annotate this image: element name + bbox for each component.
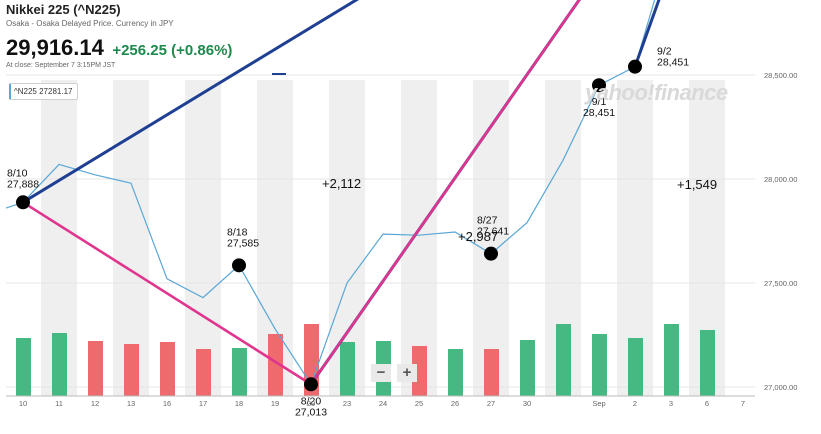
volume-bar bbox=[268, 334, 283, 396]
current-price: 29,916.14 bbox=[6, 35, 104, 60]
volume-bar bbox=[232, 348, 247, 396]
x-tick-label: 16 bbox=[163, 399, 171, 408]
x-tick-label: 17 bbox=[199, 399, 207, 408]
x-tick-label: 3 bbox=[669, 399, 673, 408]
annotation-date-label: 8/10 bbox=[7, 167, 28, 179]
x-tick-label: 27 bbox=[487, 399, 495, 408]
x-tick-label: 30 bbox=[523, 399, 531, 408]
volume-bar bbox=[700, 330, 715, 396]
volume-bar bbox=[664, 324, 679, 396]
annotation-point bbox=[16, 195, 30, 210]
pink-trend-line bbox=[309, 0, 581, 386]
zoom-out-button[interactable]: − bbox=[371, 364, 391, 382]
annotation-date-label: 9/1 bbox=[592, 96, 607, 108]
annotation-value-label: 27,585 bbox=[227, 237, 259, 249]
trend-change-label: +1,549 bbox=[677, 177, 717, 192]
y-tick-label: 27,000.00 bbox=[764, 383, 797, 392]
volume-bar bbox=[124, 344, 139, 396]
volume-bar bbox=[448, 349, 463, 396]
annotation-date-label: 8/18 bbox=[227, 226, 248, 238]
background-stripe bbox=[473, 80, 509, 396]
trend-change-label: +2,112 bbox=[322, 176, 361, 191]
quote-title: Nikkei 225 (^N225) bbox=[6, 2, 121, 17]
x-tick-label: Sep bbox=[592, 399, 605, 408]
blue-trend-line bbox=[22, 0, 360, 204]
volume-bar bbox=[52, 333, 67, 396]
volume-bar bbox=[520, 340, 535, 396]
volume-bar bbox=[412, 346, 427, 396]
background-stripe bbox=[401, 80, 437, 396]
annotation-date-label: 9/2 bbox=[657, 46, 672, 58]
annotation-value-label: 27,013 bbox=[295, 406, 327, 418]
price-change: +256.25 (+0.86%) bbox=[112, 42, 233, 59]
quote-header: Nikkei 225 (^N225) Osaka - Osaka Delayed… bbox=[6, 2, 506, 69]
blue-trend-line bbox=[633, 0, 661, 68]
annotation-value-label: 28,451 bbox=[583, 107, 615, 119]
annotation-point bbox=[592, 78, 606, 93]
x-tick-label: 6 bbox=[705, 399, 709, 408]
annotation-point bbox=[484, 246, 498, 261]
background-stripe bbox=[113, 80, 149, 396]
x-tick-label: 10 bbox=[19, 399, 27, 408]
annotation-value-label: 27,888 bbox=[7, 178, 39, 190]
background-stripe bbox=[185, 80, 221, 396]
annotation-point bbox=[628, 59, 642, 74]
volume-bar bbox=[16, 338, 31, 396]
price-row: 29,916.14 +256.25 (+0.86%) bbox=[6, 35, 506, 61]
x-tick-label: 13 bbox=[127, 399, 135, 408]
volume-bar bbox=[628, 338, 643, 396]
y-tick-label: 28,500.00 bbox=[764, 71, 797, 80]
range-marker bbox=[272, 73, 286, 75]
close-time: At close: September 7 3:15PM JST bbox=[6, 62, 116, 69]
zoom-in-button[interactable]: + bbox=[397, 364, 417, 382]
ticker-badge[interactable]: ^N225 27281.17 bbox=[9, 83, 79, 100]
x-tick-label: 23 bbox=[343, 399, 351, 408]
x-tick-label: 24 bbox=[379, 399, 387, 408]
x-tick-label: 11 bbox=[55, 399, 63, 408]
volume-bar bbox=[340, 342, 355, 396]
x-tick-label: 25 bbox=[415, 399, 423, 408]
annotation-date-label: 8/20 bbox=[301, 395, 322, 407]
annotation-point bbox=[232, 258, 246, 273]
x-tick-label: 20 bbox=[307, 399, 315, 408]
trend-change-label: +2,987 bbox=[458, 229, 498, 244]
volume-bar bbox=[592, 334, 607, 396]
x-tick-label: 19 bbox=[271, 399, 279, 408]
volume-bar bbox=[160, 342, 175, 396]
annotation-value-label: 28,451 bbox=[657, 57, 689, 69]
x-tick-label: 12 bbox=[91, 399, 99, 408]
x-tick-label: 2 bbox=[633, 399, 637, 408]
volume-bar bbox=[88, 341, 103, 396]
annotation-date-label: 8/27 bbox=[477, 215, 498, 227]
annotation-value-label: 27,641 bbox=[477, 226, 509, 238]
x-tick-label: 18 bbox=[235, 399, 243, 408]
volume-bar bbox=[556, 324, 571, 396]
pink-trend-line bbox=[22, 201, 312, 386]
annotation-point bbox=[304, 377, 318, 392]
price-line bbox=[5, 0, 656, 386]
x-tick-label: 26 bbox=[451, 399, 459, 408]
x-tick-label: 7 bbox=[741, 399, 745, 408]
volume-bar bbox=[196, 349, 211, 396]
yahoo-finance-watermark: yahoo!finance bbox=[585, 80, 728, 105]
quote-subtitle: Osaka - Osaka Delayed Price. Currency in… bbox=[6, 19, 174, 28]
volume-bar bbox=[484, 349, 499, 396]
y-tick-label: 28,000.00 bbox=[764, 175, 797, 184]
y-tick-label: 27,500.00 bbox=[764, 279, 797, 288]
